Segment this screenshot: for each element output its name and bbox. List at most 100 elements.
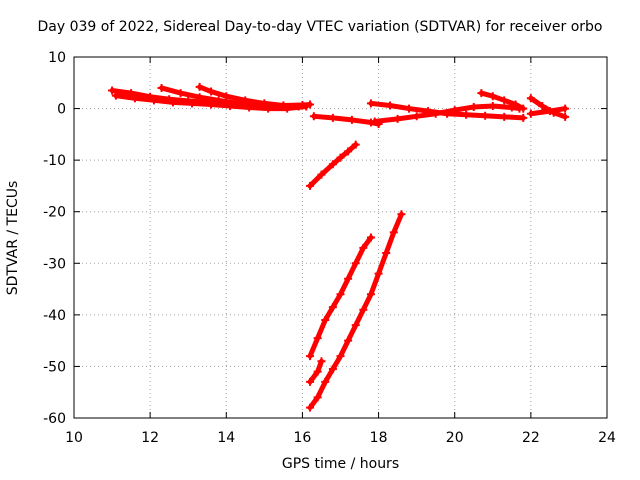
data-point bbox=[450, 106, 459, 115]
data-point bbox=[317, 357, 326, 366]
series-line bbox=[307, 211, 404, 411]
x-tick-label: 18 bbox=[370, 430, 388, 446]
data-point bbox=[511, 100, 520, 109]
data-point bbox=[313, 393, 322, 402]
data-point bbox=[222, 92, 231, 101]
data-point bbox=[328, 113, 337, 122]
x-tick-label: 10 bbox=[65, 430, 83, 446]
data-point bbox=[188, 99, 197, 108]
data-point bbox=[477, 89, 486, 98]
data-point bbox=[393, 114, 402, 123]
data-point bbox=[149, 96, 158, 105]
data-point bbox=[207, 100, 216, 109]
data-point bbox=[344, 336, 353, 345]
data-point bbox=[241, 96, 250, 105]
data-point bbox=[321, 377, 330, 386]
data-point bbox=[359, 243, 368, 252]
data-point bbox=[351, 140, 360, 149]
data-point bbox=[488, 92, 497, 101]
data-point bbox=[374, 269, 383, 278]
data-point bbox=[214, 96, 223, 105]
data-point bbox=[306, 377, 315, 386]
data-point bbox=[313, 367, 322, 376]
data-point bbox=[176, 89, 185, 98]
data-point bbox=[328, 365, 337, 374]
data-point bbox=[347, 115, 356, 124]
data-point bbox=[561, 104, 570, 113]
y-tick-label: -10 bbox=[43, 153, 66, 169]
axis-ticks: 10 12 14 16 18 20 22 24 10 0 -10 -20 -30 -40 -50 -60 bbox=[43, 50, 616, 446]
data-point bbox=[351, 321, 360, 330]
grid-lines bbox=[74, 57, 607, 418]
data-point bbox=[359, 305, 368, 314]
y-tick-label: -30 bbox=[43, 256, 66, 272]
data-point bbox=[130, 94, 139, 103]
data-point bbox=[157, 83, 166, 92]
y-tick-label: 10 bbox=[48, 50, 66, 66]
data-point bbox=[500, 96, 509, 105]
x-tick-label: 16 bbox=[294, 430, 312, 446]
data-point bbox=[207, 87, 216, 96]
x-tick-label: 24 bbox=[598, 430, 616, 446]
data-point bbox=[108, 86, 117, 95]
data-point bbox=[111, 91, 120, 100]
data-point bbox=[561, 112, 570, 121]
data-point bbox=[397, 210, 406, 219]
data-point bbox=[321, 316, 330, 325]
y-tick-label: -50 bbox=[43, 359, 66, 375]
data-point bbox=[526, 94, 535, 103]
data-point bbox=[328, 303, 337, 312]
data-point bbox=[366, 99, 375, 108]
y-tick-label: -40 bbox=[43, 308, 66, 324]
data-point bbox=[526, 109, 535, 118]
data-point bbox=[545, 107, 554, 116]
y-tick-label: 0 bbox=[57, 102, 66, 118]
data-point bbox=[306, 181, 315, 190]
data-point bbox=[302, 102, 311, 111]
data-point bbox=[168, 98, 177, 107]
data-series bbox=[108, 82, 570, 412]
data-point bbox=[351, 259, 360, 268]
data-point bbox=[336, 352, 345, 361]
data-point bbox=[294, 102, 303, 111]
data-point bbox=[195, 82, 204, 91]
data-point bbox=[370, 117, 379, 126]
data-point bbox=[481, 111, 490, 120]
x-tick-label: 12 bbox=[141, 430, 159, 446]
data-point bbox=[519, 113, 528, 122]
data-point bbox=[519, 104, 528, 113]
data-point bbox=[344, 147, 353, 156]
data-point bbox=[313, 334, 322, 343]
series-line bbox=[307, 142, 359, 189]
data-point bbox=[382, 248, 391, 257]
x-tick-label: 14 bbox=[217, 430, 235, 446]
y-tick-label: -60 bbox=[43, 411, 66, 427]
data-point bbox=[405, 104, 414, 113]
data-point bbox=[366, 290, 375, 299]
chart-title: Day 039 of 2022, Sidereal Day-to-day VTE… bbox=[37, 19, 603, 35]
data-point bbox=[431, 109, 440, 118]
data-point bbox=[306, 403, 315, 412]
data-point bbox=[412, 112, 421, 121]
plot-frame bbox=[73, 56, 608, 419]
data-point bbox=[538, 101, 547, 110]
data-point bbox=[366, 233, 375, 242]
data-point bbox=[344, 274, 353, 283]
data-point bbox=[328, 160, 337, 169]
data-point bbox=[385, 101, 394, 110]
x-axis-label: GPS time / hours bbox=[281, 456, 400, 472]
x-tick-label: 22 bbox=[522, 430, 540, 446]
data-point bbox=[279, 101, 288, 110]
x-tick-label: 20 bbox=[446, 430, 464, 446]
data-point bbox=[336, 290, 345, 299]
data-point bbox=[469, 103, 478, 112]
data-point bbox=[389, 228, 398, 237]
data-point bbox=[500, 112, 509, 121]
data-point bbox=[488, 101, 497, 110]
y-tick-label: -20 bbox=[43, 205, 66, 221]
data-point bbox=[306, 352, 315, 361]
data-point bbox=[195, 93, 204, 102]
data-point bbox=[336, 153, 345, 162]
data-point bbox=[462, 110, 471, 119]
